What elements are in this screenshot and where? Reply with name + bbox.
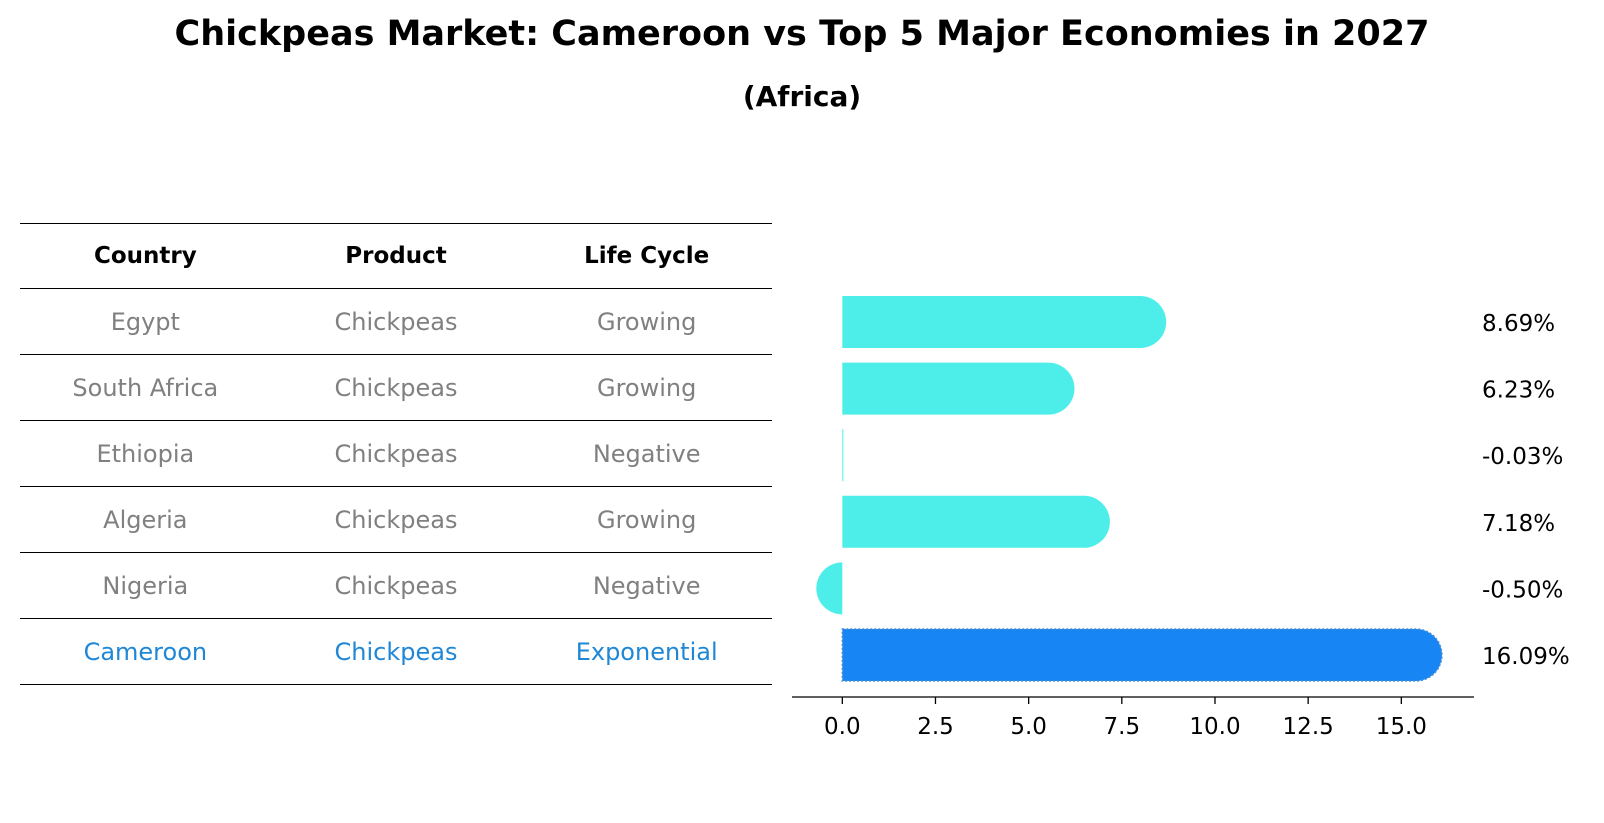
product-cell: Chickpeas	[334, 637, 458, 666]
bar-ethiopia	[842, 429, 844, 482]
value-label-ethiopia: -0.03%	[1482, 444, 1563, 470]
bar-cameroon	[841, 628, 1443, 682]
x-tick-label: 15.0	[1376, 714, 1427, 740]
bar-south-africa	[842, 362, 1075, 415]
x-tick-label: 7.5	[1104, 714, 1141, 740]
header-country: Country	[93, 243, 197, 269]
table-row: Nigeria Chickpeas Negative	[20, 553, 772, 619]
life-cycle-cell: Exponential	[575, 637, 718, 666]
bar-algeria	[842, 495, 1110, 548]
country-cell: Algeria	[103, 505, 188, 534]
country-cell: Nigeria	[102, 571, 189, 600]
product-cell: Chickpeas	[334, 571, 458, 600]
chart-title: Chickpeas Market: Cameroon vs Top 5 Majo…	[174, 14, 1430, 54]
x-tick-label: 5.0	[1010, 714, 1047, 740]
product-cell: Chickpeas	[334, 307, 458, 336]
table-row: Egypt Chickpeas Growing	[20, 289, 772, 355]
value-label-nigeria: -0.50%	[1482, 577, 1563, 603]
country-cell: South Africa	[72, 373, 219, 402]
value-label-cameroon: 16.09%	[1482, 644, 1570, 670]
product-cell: Chickpeas	[334, 505, 458, 534]
chart-subtitle: (Africa)	[742, 80, 862, 113]
value-label-south-africa: 6.23%	[1482, 378, 1555, 404]
table-header-row: Country Product Life Cycle	[20, 223, 772, 289]
table-row: South Africa Chickpeas Growing	[20, 355, 772, 421]
life-cycle-cell: Negative	[592, 439, 701, 468]
table-row: Algeria Chickpeas Growing	[20, 487, 772, 553]
life-cycle-cell: Growing	[596, 307, 697, 336]
value-label-algeria: 7.18%	[1482, 511, 1555, 537]
country-cell: Ethiopia	[96, 439, 195, 468]
header-life-cycle: Life Cycle	[584, 243, 710, 269]
product-cell: Chickpeas	[334, 373, 458, 402]
data-table: Country Product Life Cycle Egypt Chickpe…	[20, 223, 772, 685]
country-cell: Egypt	[110, 307, 180, 336]
product-cell: Chickpeas	[334, 439, 458, 468]
x-tick-label: 2.5	[917, 714, 954, 740]
header-product: Product	[345, 243, 447, 269]
table-row: Ethiopia Chickpeas Negative	[20, 421, 772, 487]
value-label-egypt: 8.69%	[1482, 311, 1555, 337]
country-cell: Cameroon	[83, 637, 208, 666]
table-row-highlighted: Cameroon Chickpeas Exponential	[20, 619, 772, 685]
life-cycle-cell: Growing	[596, 505, 697, 534]
x-tick-label: 0.0	[824, 714, 861, 740]
bar-egypt	[842, 296, 1167, 348]
life-cycle-cell: Growing	[596, 373, 697, 402]
bar-nigeria	[816, 562, 843, 615]
life-cycle-cell: Negative	[592, 571, 701, 600]
x-tick-label: 12.5	[1283, 714, 1334, 740]
x-tick-label: 10.0	[1189, 714, 1240, 740]
